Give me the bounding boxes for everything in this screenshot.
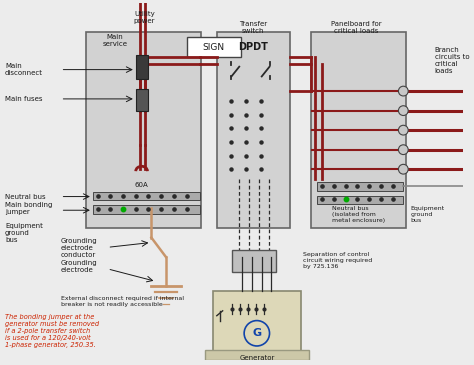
Circle shape [399,106,408,115]
Text: External disconnect required if internal
breaker is not readily accessible: External disconnect required if internal… [61,296,183,307]
Circle shape [399,164,408,174]
Bar [86,32,201,228]
Text: The bonding jumper at the
generator must be removed
if a 2-pole transfer switch
: The bonding jumper at the generator must… [5,314,99,348]
Text: Equipment
ground
bus: Equipment ground bus [410,206,444,223]
Bar [318,182,403,191]
Bar [188,37,241,57]
Text: SIGN: SIGN [203,43,225,52]
Text: G: G [252,328,261,338]
Text: Panelboard for
critical loads: Panelboard for critical loads [331,21,382,34]
Text: Equipment
ground
bus: Equipment ground bus [5,223,43,243]
Bar [217,32,290,228]
Circle shape [399,125,408,135]
Text: Grounding
electrode: Grounding electrode [61,260,97,273]
Bar [205,350,309,360]
Text: Neutral bus
(isolated from
metal enclosure): Neutral bus (isolated from metal enclosu… [332,206,385,223]
Text: Main fuses: Main fuses [5,96,42,102]
Text: Neutral bus: Neutral bus [5,193,46,200]
Bar [93,192,200,200]
Circle shape [244,320,270,346]
Text: Separation of control
circuit wiring required
by 725.136: Separation of control circuit wiring req… [303,252,372,269]
Bar [93,205,200,214]
Text: Main
service: Main service [103,34,128,47]
Text: Main
disconnect: Main disconnect [5,63,43,76]
Circle shape [399,86,408,96]
Text: Transfer
switch: Transfer switch [239,21,267,34]
Text: Utility
power: Utility power [134,11,155,24]
Circle shape [399,145,408,154]
Bar [213,291,301,355]
Text: Main bonding
jumper: Main bonding jumper [5,202,52,215]
Text: Grounding
electrode
conductor: Grounding electrode conductor [61,238,97,258]
Text: 60A: 60A [135,182,148,188]
Bar [232,250,276,272]
Text: Branch
circuits to
critical
loads: Branch circuits to critical loads [435,47,469,74]
Bar [318,196,403,204]
Text: DPDT: DPDT [238,42,268,52]
Text: Generator: Generator [239,355,274,361]
Bar [136,55,148,79]
Bar [136,89,148,111]
Bar [310,32,406,228]
